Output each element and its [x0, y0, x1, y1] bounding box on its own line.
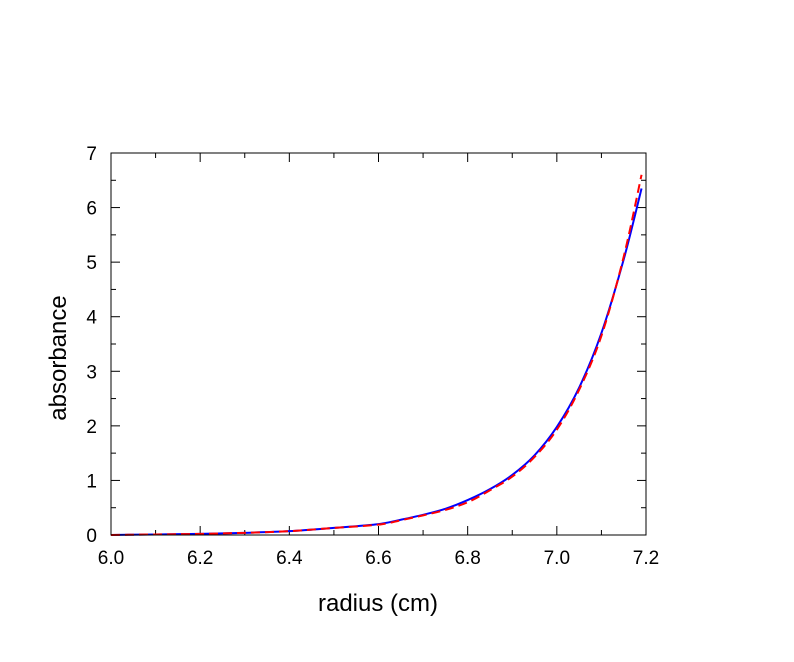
x-tick-labels: 6.0 6.2 6.4 6.6 6.8 7.0 7.2	[98, 548, 659, 569]
series-line-dashed	[110, 174, 643, 536]
x-tick-label: 6.6	[365, 548, 391, 569]
series-layer	[110, 174, 643, 536]
x-tick-label: 7.2	[633, 548, 659, 569]
y-axis-label: absorbance	[45, 295, 72, 420]
y-tick-label: 7	[86, 144, 97, 165]
x-tick-label: 6.4	[276, 548, 303, 569]
y-tick-label: 5	[86, 253, 97, 274]
y-tick-label: 0	[86, 526, 97, 547]
y-tick-label: 3	[86, 362, 97, 383]
x-axis-label: radius (cm)	[318, 590, 438, 617]
y-tick-labels: 0 1 2 3 4 5 6 7	[86, 144, 97, 547]
x-tick-label: 6.8	[454, 548, 480, 569]
x-tick-label: 6.2	[187, 548, 213, 569]
x-tick-label: 7.0	[544, 548, 570, 569]
axis-ticks	[110, 152, 647, 536]
y-tick-label: 2	[86, 417, 97, 438]
y-tick-label: 6	[86, 199, 97, 220]
x-tick-label: 6.0	[98, 548, 124, 569]
y-tick-label: 1	[86, 471, 97, 492]
plot-frame	[110, 152, 647, 536]
series-line-solid	[110, 188, 643, 536]
y-tick-label: 4	[86, 308, 97, 329]
